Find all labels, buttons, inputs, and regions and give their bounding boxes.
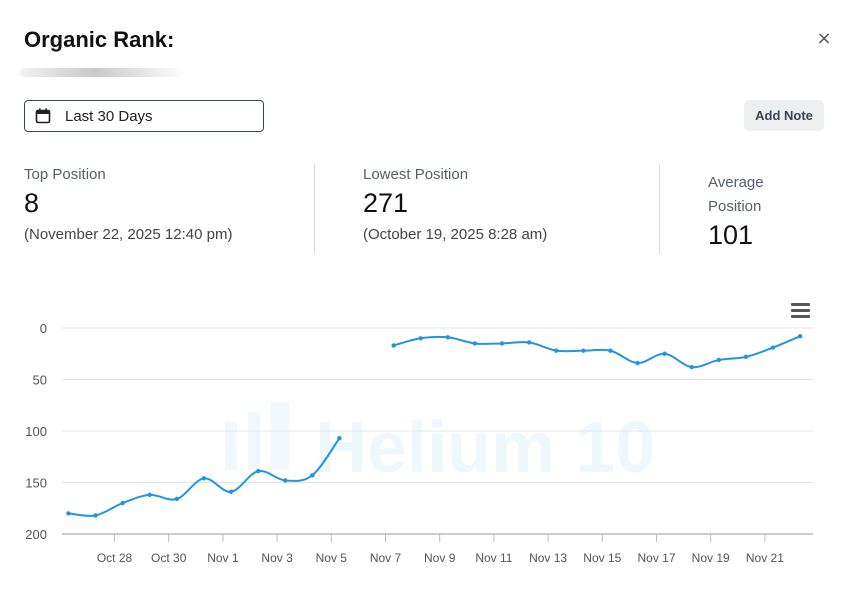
y-tick-label: 50 <box>33 373 47 388</box>
data-point <box>228 489 234 494</box>
date-range-label: Last 30 Days <box>65 107 153 125</box>
data-point <box>283 478 288 483</box>
lowest-position-label: Lowest Position <box>363 166 469 183</box>
lowest-position-stat: Lowest Position 271 (October 19, 2025 8:… <box>363 163 547 245</box>
average-position-stat: Average Position 101 <box>708 171 764 251</box>
data-point <box>174 496 180 502</box>
y-tick-label: 200 <box>25 527 47 542</box>
lowest-position-value: 271 <box>363 188 409 218</box>
x-tick-label: Oct 30 <box>151 551 187 565</box>
data-point <box>554 348 559 353</box>
data-point <box>662 351 667 356</box>
data-point <box>255 468 261 474</box>
data-point <box>797 334 803 339</box>
data-point <box>716 357 722 363</box>
top-position-value: 8 <box>24 188 40 218</box>
x-tick-label: Nov 17 <box>637 551 675 565</box>
x-tick-label: Nov 3 <box>261 551 293 565</box>
data-point <box>770 345 776 350</box>
top-position-label: Top Position <box>24 166 106 183</box>
average-position-label-line1: Average <box>708 174 764 191</box>
watermark-text: Helium 10 <box>315 408 655 488</box>
average-position-label-line2: Position <box>708 198 762 215</box>
x-tick-label: Nov 15 <box>583 551 621 565</box>
data-point <box>445 335 451 340</box>
data-point <box>120 500 125 506</box>
title-underline <box>20 68 184 77</box>
data-point <box>499 341 505 346</box>
data-point <box>93 513 98 518</box>
data-point <box>418 336 423 341</box>
x-tick-label: Nov 21 <box>746 551 784 565</box>
watermark-logo <box>225 402 289 470</box>
x-tick-label: Nov 7 <box>370 551 402 565</box>
top-position-date: (November 22, 2025 12:40 pm) <box>24 226 233 243</box>
add-note-button[interactable]: Add Note <box>744 100 824 131</box>
y-tick-label: 0 <box>40 321 47 336</box>
data-point <box>147 492 152 498</box>
page-title: Organic Rank: <box>24 27 175 52</box>
close-button[interactable]: × <box>813 28 835 50</box>
x-tick-label: Nov 1 <box>207 551 239 565</box>
lowest-position-date: (October 19, 2025 8:28 am) <box>363 226 548 243</box>
stat-divider <box>659 164 660 254</box>
x-tick-label: Nov 19 <box>692 551 730 565</box>
data-point <box>743 354 749 360</box>
data-point <box>201 476 207 481</box>
data-point <box>310 473 315 478</box>
x-tick-label: Oct 28 <box>97 551 133 565</box>
data-point <box>689 364 694 370</box>
data-point <box>608 348 613 353</box>
chart-menu-icon[interactable] <box>791 303 810 319</box>
rank-chart: Helium 10 0 50 100 150 200 Oct 28 Oct 30 Nov 1… <box>25 321 813 565</box>
data-point <box>526 340 532 345</box>
x-tick-label: Nov 11 <box>475 551 512 565</box>
data-point <box>472 341 478 346</box>
data-point <box>337 436 342 441</box>
average-position-value: 101 <box>708 220 754 250</box>
stat-divider <box>314 164 315 254</box>
x-tick-label: Nov 9 <box>424 551 456 565</box>
top-position-stat: Top Position 8 (November 22, 2025 12:40 … <box>24 163 232 245</box>
calendar-icon <box>35 108 51 124</box>
data-point <box>581 348 586 353</box>
y-tick-label: 150 <box>25 476 47 491</box>
x-tick-label: Nov 5 <box>316 551 348 565</box>
x-tick-label: Nov 13 <box>529 551 567 565</box>
data-point <box>635 360 640 366</box>
series-line <box>393 335 801 369</box>
date-range-selector[interactable]: Last 30 Days <box>24 100 264 132</box>
y-tick-label: 100 <box>25 424 47 439</box>
data-point <box>66 511 71 516</box>
data-point <box>391 343 396 348</box>
